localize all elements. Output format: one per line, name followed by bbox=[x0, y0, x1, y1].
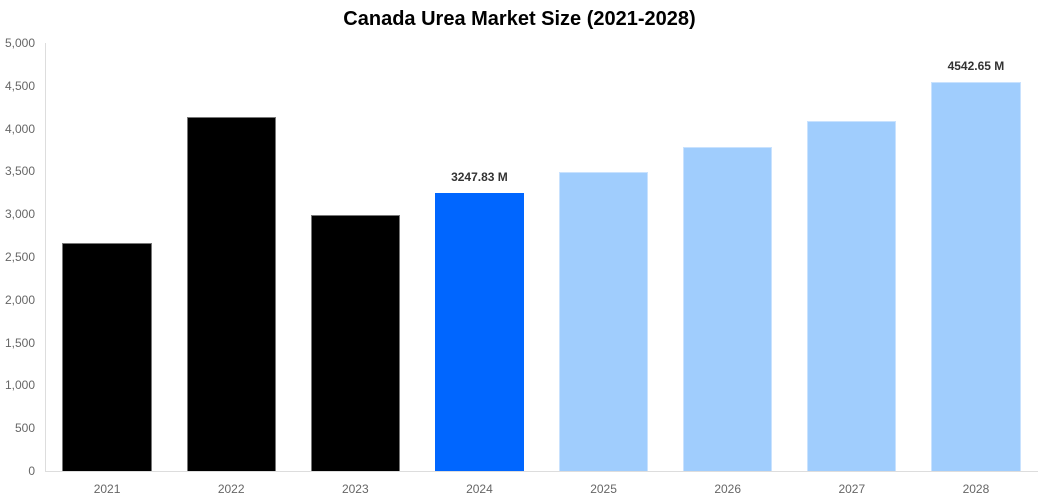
x-tick-label: 2025 bbox=[590, 482, 617, 496]
bar-2025[interactable] bbox=[558, 171, 649, 471]
chart-title: Canada Urea Market Size (2021-2028) bbox=[343, 8, 696, 30]
y-tick-label: 2,000 bbox=[4, 292, 35, 307]
x-tick-label: 2021 bbox=[93, 482, 121, 496]
bar-2026[interactable] bbox=[683, 147, 773, 471]
x-tick-label: 2023 bbox=[341, 482, 369, 496]
y-tick-label: 4,500 bbox=[4, 78, 35, 93]
x-tick-label: 2028 bbox=[962, 482, 990, 496]
bar-2022[interactable] bbox=[186, 116, 276, 471]
bar-2021[interactable] bbox=[62, 242, 152, 471]
y-tick-label: 3,000 bbox=[4, 207, 35, 222]
y-axis-line bbox=[45, 43, 46, 471]
y-tick-label: 3,500 bbox=[4, 164, 35, 179]
x-tick-label: 2027 bbox=[838, 482, 866, 496]
y-tick-label: 1,000 bbox=[4, 378, 35, 393]
y-tick-label: 2,500 bbox=[4, 250, 35, 264]
y-tick-label: 1,500 bbox=[4, 335, 35, 350]
y-tick-label: 5,000 bbox=[4, 36, 35, 50]
bar-2027[interactable] bbox=[807, 120, 897, 471]
y-tick-label: 0 bbox=[28, 464, 35, 478]
x-axis-line bbox=[45, 471, 1038, 472]
y-tick-label: 4,000 bbox=[4, 121, 35, 136]
bar-2028[interactable] bbox=[931, 82, 1021, 471]
x-tick-label: 2024 bbox=[466, 482, 493, 496]
y-tick-label: 500 bbox=[14, 421, 35, 436]
x-tick-label: 2022 bbox=[217, 482, 245, 496]
data-label-2024: 3247.83 M bbox=[451, 169, 508, 184]
x-tick-label: 2026 bbox=[714, 482, 742, 496]
bar-2024[interactable] bbox=[434, 192, 525, 471]
data-label-2028: 4542.65 M bbox=[947, 59, 1005, 74]
bar-2023[interactable] bbox=[310, 214, 400, 471]
